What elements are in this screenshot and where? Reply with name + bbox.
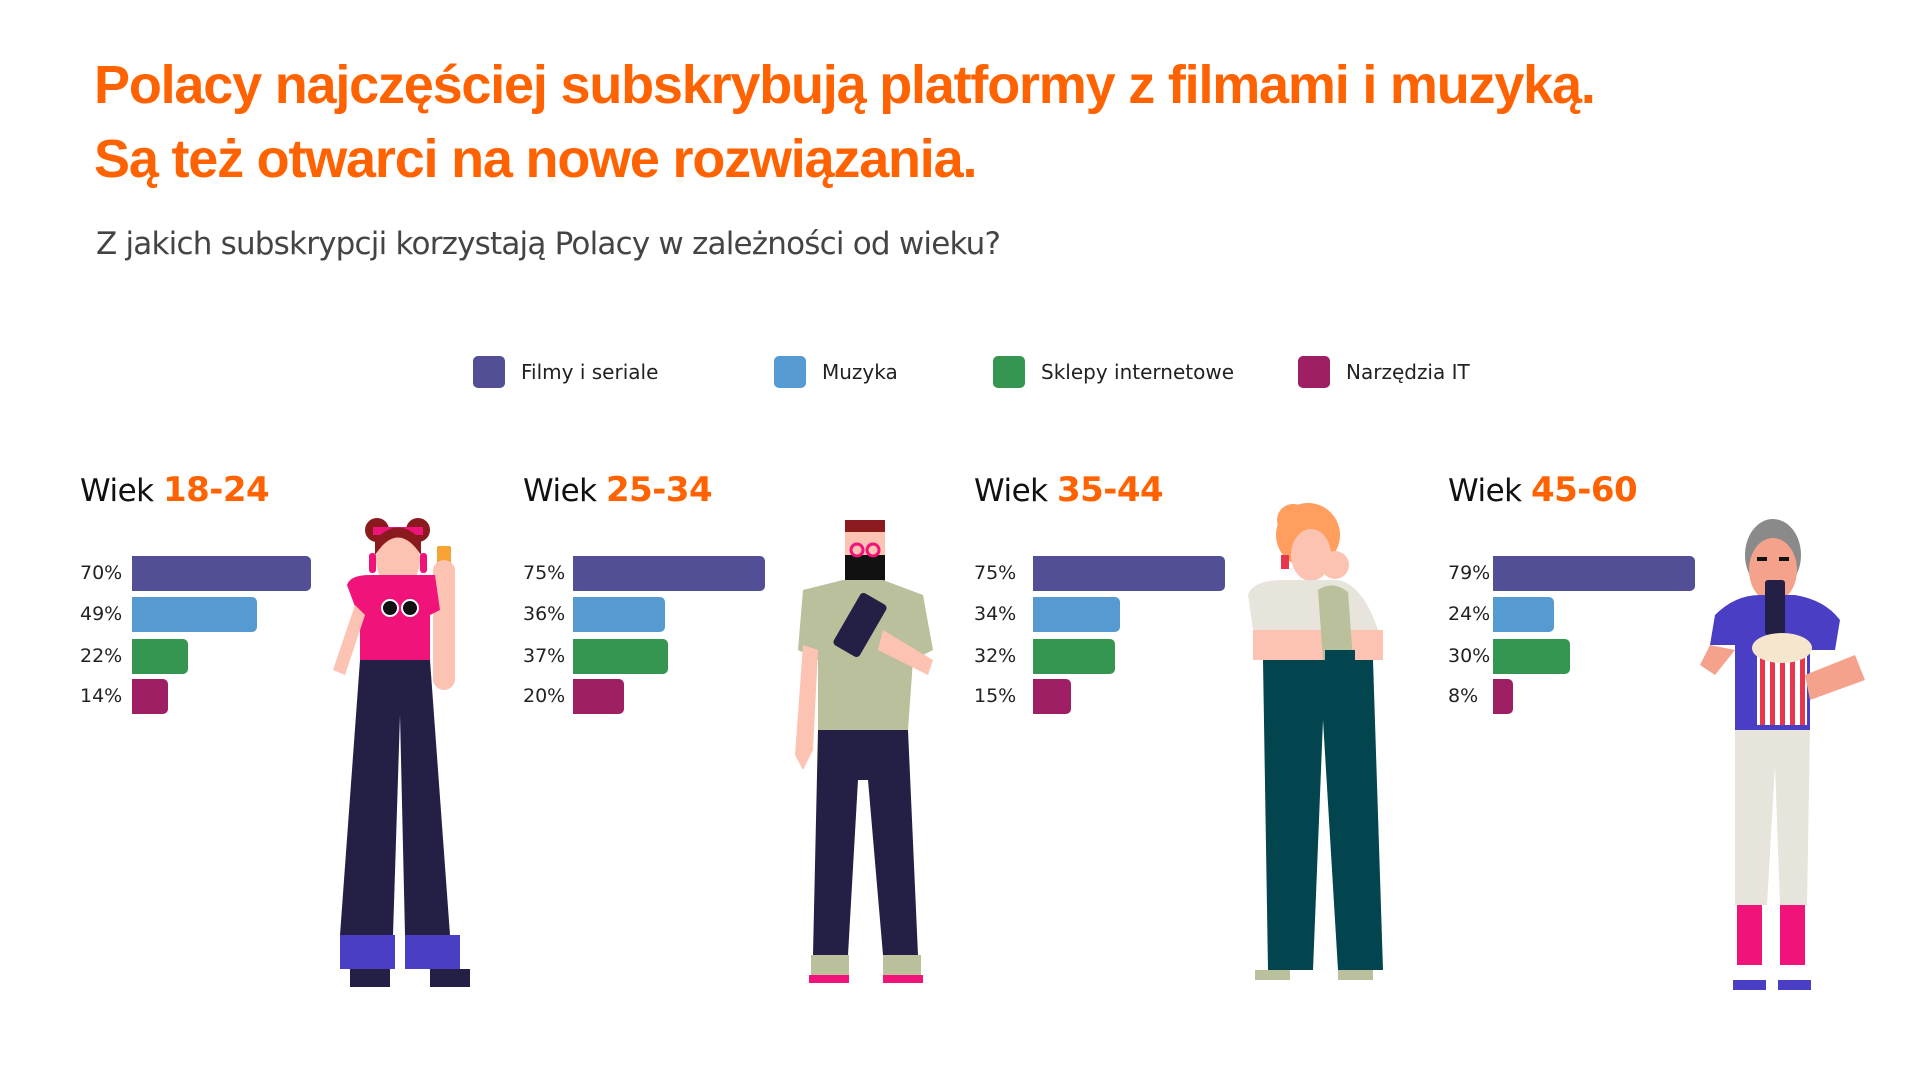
group-prefix: Wiek — [974, 473, 1048, 509]
group-age: 18-24 — [162, 470, 270, 510]
data-label: 37% — [523, 645, 566, 667]
bar — [132, 596, 258, 632]
legend-label: Sklepy internetowe — [1041, 360, 1234, 384]
data-label: 14% — [80, 685, 123, 707]
group-heading: Wiek 25-34 — [523, 470, 713, 510]
bar — [1033, 596, 1121, 632]
legend-swatch — [473, 356, 505, 388]
bar-row-sklepy-internetowe: 37% — [523, 638, 668, 674]
data-label: 36% — [523, 603, 566, 625]
data-label: 75% — [974, 562, 1017, 584]
bar — [573, 555, 765, 591]
data-label: 22% — [80, 645, 123, 667]
data-label: 34% — [974, 603, 1017, 625]
age-group-18-24: Wiek 18-24 70% 49% 22% 14% — [80, 470, 312, 714]
age-group-45-60: Wiek 45-60 79% 24% 30% 8% — [1448, 470, 1696, 714]
bar — [132, 638, 189, 674]
group-heading: Wiek 18-24 — [80, 470, 270, 510]
bar — [573, 638, 668, 674]
group-age: 35-44 — [1056, 470, 1164, 510]
group-prefix: Wiek — [523, 473, 597, 509]
young-woman-illustration — [333, 518, 470, 987]
data-label: 8% — [1448, 685, 1479, 707]
bar — [1493, 638, 1570, 674]
bar — [1033, 555, 1225, 591]
group-heading: Wiek 35-44 — [974, 470, 1164, 510]
bar — [132, 555, 312, 591]
bar-row-sklepy-internetowe: 22% — [80, 638, 189, 674]
legend-label: Filmy i seriale — [521, 360, 659, 384]
age-group-35-44: Wiek 35-44 75% 34% 32% 15% — [974, 470, 1225, 714]
bar-row-muzyka: 34% — [974, 596, 1121, 632]
group-age: 45-60 — [1530, 470, 1638, 510]
legend-label: Muzyka — [822, 360, 898, 384]
data-label: 24% — [1448, 603, 1491, 625]
legend-label: Narzędzia IT — [1346, 360, 1470, 384]
bar-row-muzyka: 24% — [1448, 596, 1555, 632]
group-age: 25-34 — [605, 470, 713, 510]
bar-row-narzędzia-it: 8% — [1448, 678, 1514, 714]
bar-row-filmy-i-seriale: 75% — [974, 555, 1225, 591]
data-label: 49% — [80, 603, 123, 625]
bar-row-narzędzia-it: 14% — [80, 678, 168, 714]
bar — [1033, 638, 1115, 674]
data-label: 30% — [1448, 645, 1491, 667]
bar-row-filmy-i-seriale: 75% — [523, 555, 765, 591]
bar-row-filmy-i-seriale: 79% — [1448, 555, 1696, 591]
mother-with-baby-illustration — [1248, 503, 1383, 980]
group-prefix: Wiek — [80, 473, 154, 509]
legend-swatch — [1298, 356, 1330, 388]
title-line-1: Polacy najczęściej subskrybują platformy… — [94, 55, 1596, 115]
bar — [1493, 678, 1514, 714]
legend: Filmy i seriale Muzyka Sklepy internetow… — [0, 356, 1920, 390]
bar-row-filmy-i-seriale: 70% — [80, 555, 312, 591]
legend-swatch — [993, 356, 1025, 388]
bar — [573, 678, 625, 714]
bar-row-muzyka: 49% — [80, 596, 258, 632]
data-label: 15% — [974, 685, 1017, 707]
legend-item-narzedzia: Narzędzia IT — [1298, 356, 1470, 388]
older-man-with-popcorn-illustration — [1700, 519, 1865, 990]
subtitle: Z jakich subskrypcji korzystają Polacy w… — [96, 226, 1001, 262]
title-line-2: Są też otwarci na nowe rozwiązania. — [94, 129, 977, 189]
data-label: 70% — [80, 562, 123, 584]
bar — [132, 678, 168, 714]
data-label: 79% — [1448, 562, 1491, 584]
bar-row-sklepy-internetowe: 30% — [1448, 638, 1570, 674]
bar-row-muzyka: 36% — [523, 596, 666, 632]
data-label: 20% — [523, 685, 566, 707]
legend-item-muzyka: Muzyka — [774, 356, 898, 388]
group-prefix: Wiek — [1448, 473, 1522, 509]
bar — [1493, 596, 1555, 632]
legend-item-filmy: Filmy i seriale — [473, 356, 658, 388]
bar — [573, 596, 666, 632]
age-group-25-34: Wiek 25-34 75% 36% 37% 20% — [523, 470, 765, 714]
bar — [1033, 678, 1072, 714]
bar — [1493, 555, 1696, 591]
group-heading: Wiek 45-60 — [1448, 470, 1638, 510]
bar-row-sklepy-internetowe: 32% — [974, 638, 1115, 674]
bar-row-narzędzia-it: 20% — [523, 678, 625, 714]
legend-item-sklepy: Sklepy internetowe — [993, 356, 1234, 388]
page-title: Polacy najczęściej subskrybują platformy… — [94, 48, 1596, 196]
legend-swatch — [774, 356, 806, 388]
bar-row-narzędzia-it: 15% — [974, 678, 1072, 714]
bearded-man-illustration — [795, 520, 933, 983]
data-label: 75% — [523, 562, 566, 584]
data-label: 32% — [974, 645, 1017, 667]
